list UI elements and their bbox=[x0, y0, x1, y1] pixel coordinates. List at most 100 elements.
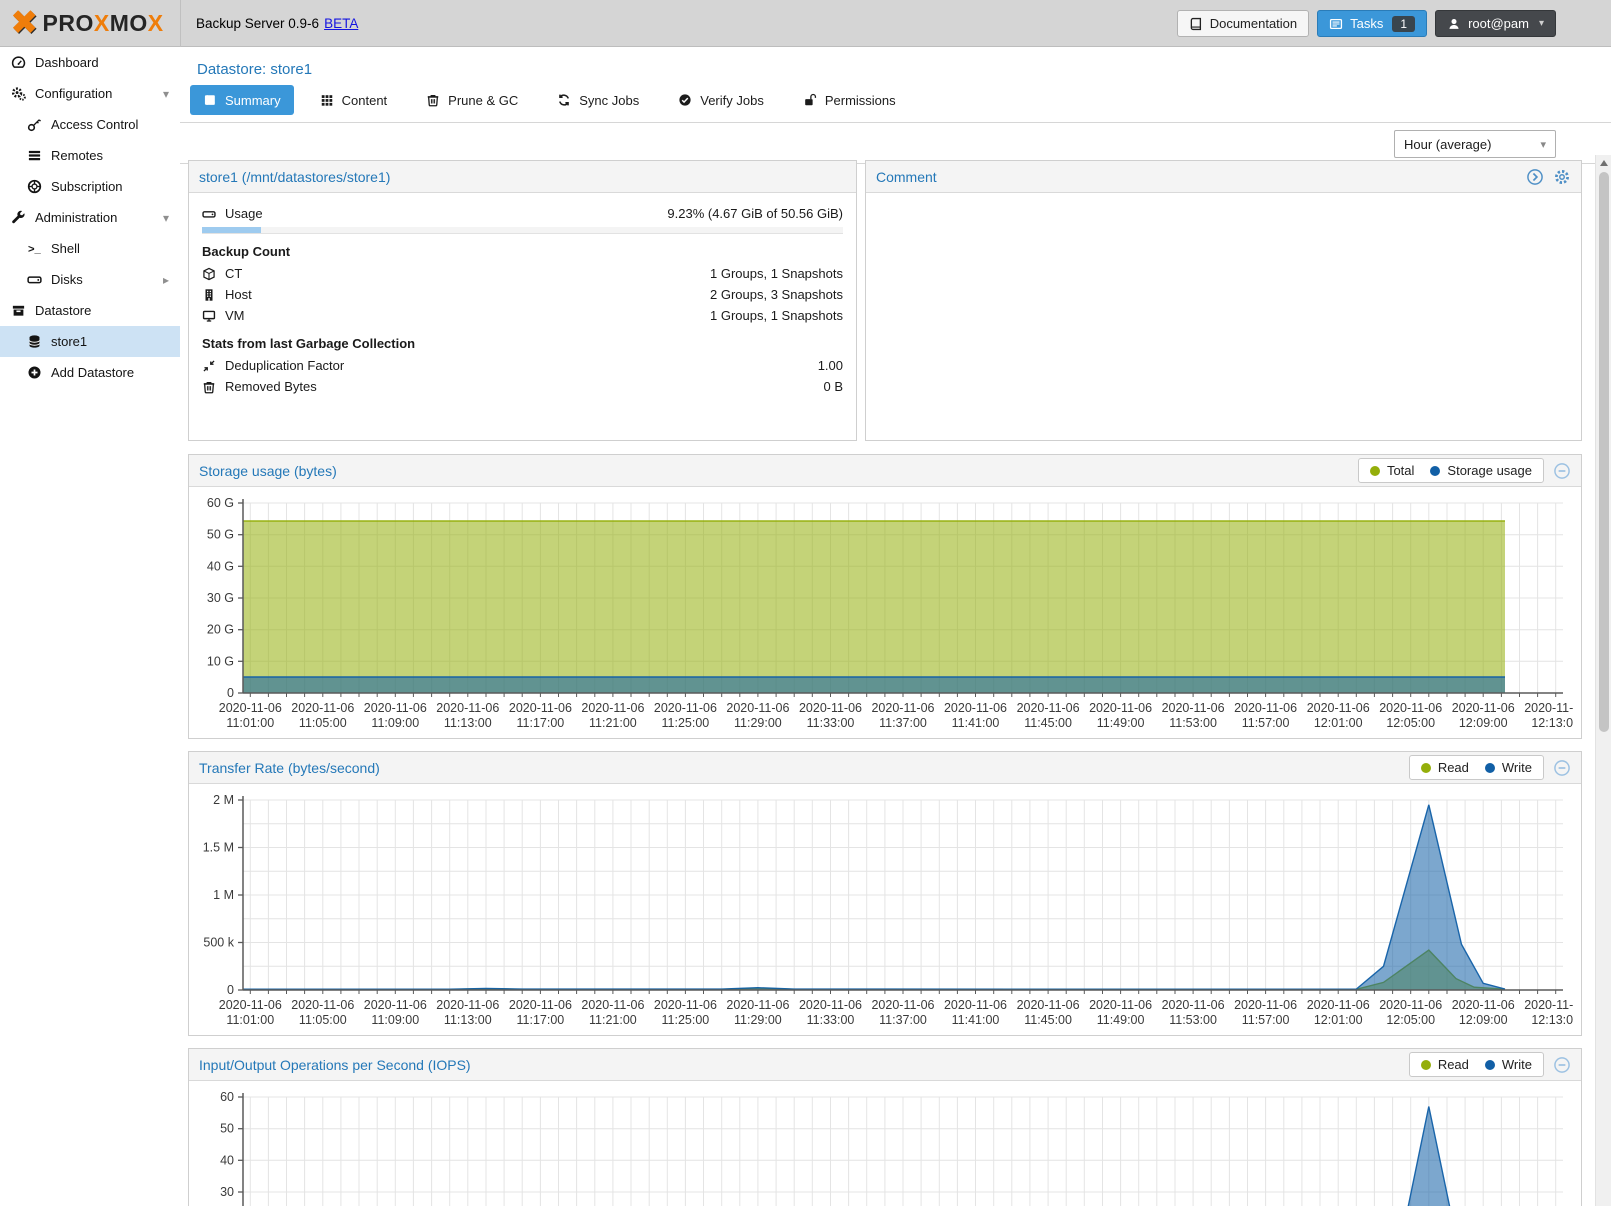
svg-text:1 M: 1 M bbox=[213, 888, 234, 902]
tasks-button[interactable]: Tasks 1 bbox=[1317, 10, 1428, 37]
svg-text:2020-11-06: 2020-11-06 bbox=[1524, 701, 1573, 715]
grid-icon bbox=[321, 95, 332, 106]
legend-label: Read bbox=[1437, 1057, 1469, 1072]
collapse-chart-button[interactable] bbox=[1553, 1056, 1571, 1074]
svg-text:0: 0 bbox=[227, 686, 234, 700]
sidebar-item-add-datastore[interactable]: Add Datastore bbox=[0, 357, 180, 388]
user-menu-button[interactable]: root@pam ▾ bbox=[1435, 10, 1556, 37]
sidebar-item-datastore[interactable]: Datastore bbox=[0, 295, 180, 326]
sidebar-item-label: Administration bbox=[35, 210, 118, 225]
settings-button[interactable] bbox=[1553, 168, 1571, 186]
svg-text:11:05:00: 11:05:00 bbox=[299, 1013, 347, 1027]
beta-link[interactable]: BETA bbox=[324, 16, 359, 31]
vertical-scrollbar[interactable] bbox=[1595, 155, 1611, 1206]
stat-value: 1 Groups, 1 Snapshots bbox=[710, 266, 843, 281]
tab-label: Content bbox=[341, 92, 388, 108]
legend-item-total[interactable]: Total bbox=[1369, 463, 1414, 478]
svg-text:2020-11-06: 2020-11-06 bbox=[654, 701, 717, 715]
chevron-down-icon: ▾ bbox=[1540, 138, 1546, 151]
stat-value: 1 Groups, 1 Snapshots bbox=[710, 308, 843, 323]
chevron-down-icon[interactable]: ▾ bbox=[162, 86, 169, 101]
terminal-icon: >_ bbox=[28, 243, 42, 255]
tab-verify-jobs[interactable]: Verify Jobs bbox=[665, 85, 777, 115]
svg-text:11:57:00: 11:57:00 bbox=[1242, 1013, 1290, 1027]
trash-icon bbox=[427, 94, 439, 107]
svg-text:30 G: 30 G bbox=[207, 591, 234, 605]
svg-text:2020-11-06: 2020-11-06 bbox=[654, 998, 717, 1012]
svg-text:11:57:00: 11:57:00 bbox=[1242, 716, 1290, 730]
svg-text:2020-11-06: 2020-11-06 bbox=[509, 701, 572, 715]
legend-item-read[interactable]: Read bbox=[1420, 760, 1469, 775]
hdd-icon bbox=[202, 210, 216, 218]
sidebar-item-access-control[interactable]: Access Control bbox=[0, 109, 180, 140]
legend-item-read[interactable]: Read bbox=[1420, 1057, 1469, 1072]
sidebar-item-configuration[interactable]: Configuration ▾ bbox=[0, 78, 180, 109]
sidebar-item-store1[interactable]: store1 bbox=[0, 326, 180, 357]
documentation-button[interactable]: Documentation bbox=[1176, 10, 1310, 37]
svg-text:2020-11-06: 2020-11-06 bbox=[1379, 701, 1442, 715]
tab-content[interactable]: Content bbox=[307, 85, 401, 115]
cube-icon bbox=[203, 267, 215, 280]
sidebar-item-administration[interactable]: Administration ▾ bbox=[0, 202, 180, 233]
edit-comment-button[interactable] bbox=[1526, 168, 1544, 186]
tab-permissions[interactable]: Permissions bbox=[790, 85, 909, 115]
svg-text:2020-11-06: 2020-11-06 bbox=[944, 701, 1007, 715]
sidebar-item-subscription[interactable]: Subscription bbox=[0, 171, 180, 202]
sidebar-item-shell[interactable]: >_ Shell bbox=[0, 233, 180, 264]
chevron-right-icon[interactable]: ▸ bbox=[162, 272, 169, 287]
stat-row: Deduplication Factor 1.00 bbox=[202, 355, 843, 376]
svg-text:2020-11-06: 2020-11-06 bbox=[1089, 998, 1152, 1012]
svg-text:2020-11-06: 2020-11-06 bbox=[291, 998, 354, 1012]
svg-text:11:37:00: 11:37:00 bbox=[879, 1013, 927, 1027]
sidebar-item-dashboard[interactable]: Dashboard bbox=[0, 47, 180, 78]
archive-box-icon bbox=[12, 305, 25, 316]
svg-text:2020-11-06: 2020-11-06 bbox=[1234, 998, 1297, 1012]
tab-summary[interactable]: Summary bbox=[190, 85, 294, 115]
sidebar-item-remotes[interactable]: Remotes bbox=[0, 140, 180, 171]
sidebar-item-label: Add Datastore bbox=[51, 365, 135, 380]
svg-text:10 G: 10 G bbox=[207, 654, 234, 668]
collapse-chart-button[interactable] bbox=[1553, 759, 1571, 777]
trash-icon bbox=[203, 381, 215, 393]
panel-title: Comment bbox=[876, 168, 937, 185]
svg-text:2020-11-06: 2020-11-06 bbox=[726, 701, 789, 715]
svg-text:2020-11-06: 2020-11-06 bbox=[799, 998, 862, 1012]
legend-item-storage-usage[interactable]: Storage usage bbox=[1430, 463, 1532, 478]
wrench-icon bbox=[12, 210, 25, 224]
transfer-rate-chart-panel: Transfer Rate (bytes/second) Read Write 0 50… bbox=[188, 751, 1582, 1036]
collapse-chart-button[interactable] bbox=[1553, 462, 1571, 480]
time-range-select[interactable]: Hour (average) ▾ bbox=[1394, 130, 1556, 158]
chevron-down-icon[interactable]: ▾ bbox=[162, 210, 169, 225]
legend-item-write[interactable]: Write bbox=[1484, 1057, 1532, 1072]
monitor-icon bbox=[202, 310, 216, 322]
stat-value: 0 B bbox=[823, 379, 843, 394]
chart-plot-area: 01020304050602020-11-0611:01:002020-11-0… bbox=[189, 1081, 1581, 1206]
building-icon bbox=[205, 288, 213, 301]
legend-label: Write bbox=[1501, 760, 1532, 775]
legend-dot-icon bbox=[1420, 1059, 1431, 1070]
svg-text:11:41:00: 11:41:00 bbox=[952, 1013, 1000, 1027]
svg-text:2020-11-06: 2020-11-06 bbox=[871, 701, 934, 715]
comment-body[interactable] bbox=[866, 193, 1581, 440]
usage-progress-bar bbox=[202, 227, 843, 234]
tab-bar: Summary Content Prune & GC Sync Jobs Verify … bbox=[180, 85, 1611, 123]
sync-arrows-icon bbox=[559, 94, 570, 106]
svg-text:12:13:00: 12:13:00 bbox=[1531, 1013, 1573, 1027]
svg-text:11:09:00: 11:09:00 bbox=[371, 1013, 419, 1027]
tab-sync-jobs[interactable]: Sync Jobs bbox=[544, 85, 652, 115]
svg-text:2020-11-06: 2020-11-06 bbox=[1017, 701, 1080, 715]
scroll-up-arrow-icon[interactable] bbox=[1600, 160, 1608, 166]
minus-circle-icon bbox=[1554, 1056, 1570, 1073]
proxmox-logo: ✖ PROXMOX bbox=[10, 6, 164, 40]
svg-text:12:13:00: 12:13:00 bbox=[1531, 716, 1573, 730]
svg-text:11:49:00: 11:49:00 bbox=[1097, 716, 1145, 730]
tab-label: Summary bbox=[225, 92, 281, 108]
minus-circle-icon bbox=[1554, 759, 1570, 776]
legend-item-write[interactable]: Write bbox=[1484, 760, 1532, 775]
tab-prune-gc[interactable]: Prune & GC bbox=[413, 85, 531, 115]
scrollbar-thumb[interactable] bbox=[1599, 172, 1609, 732]
stat-value: 1.00 bbox=[817, 358, 843, 373]
sidebar-item-disks[interactable]: Disks ▸ bbox=[0, 264, 180, 295]
svg-text:30: 30 bbox=[220, 1185, 234, 1199]
